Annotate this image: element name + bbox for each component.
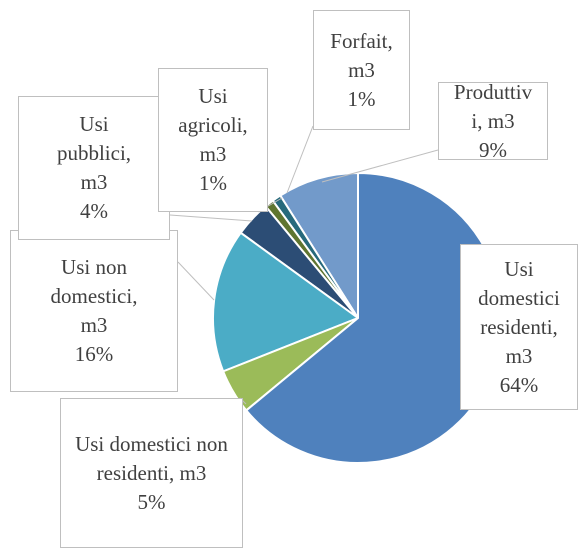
value-label: 1% <box>347 86 376 111</box>
data-label: Usi domestici residenti, m3 64% <box>460 244 578 410</box>
category-label: Usi pubblici, m3 <box>56 112 132 194</box>
leader-line <box>321 149 439 183</box>
pie-slice <box>278 171 359 322</box>
data-label: Usi pubblici, m3 4% <box>18 96 170 240</box>
value-label: 5% <box>137 489 166 514</box>
data-label: Produttivi, m3 9% <box>438 80 548 162</box>
value-label: 16% <box>74 342 114 366</box>
value-label: 64% <box>499 372 539 397</box>
data-label: Usi domestici non residenti, m3 5% <box>60 398 243 548</box>
category-label: Usi agricoli, m3 <box>178 84 248 166</box>
value-label: 9% <box>479 137 507 162</box>
data-label: Usi agricoli, m3 1% <box>158 68 268 212</box>
category-label: Produttivi, m3 <box>453 79 533 133</box>
category-label: Usi non domestici, m3 <box>50 255 138 337</box>
leader-line <box>169 214 253 222</box>
data-label: Forfait, m3 1% <box>313 10 410 130</box>
leader-line <box>286 125 314 194</box>
value-label: 4% <box>80 199 108 223</box>
pie-slice <box>212 231 361 373</box>
category-label: Usi domestici non residenti, m3 <box>75 431 228 485</box>
category-label: Forfait, m3 <box>330 28 393 82</box>
leader-line <box>177 261 215 301</box>
data-label: Usi non domestici, m3 16% <box>10 230 178 392</box>
value-label: 1% <box>199 171 227 195</box>
category-label: Usi domestici residenti, m3 <box>478 256 560 368</box>
